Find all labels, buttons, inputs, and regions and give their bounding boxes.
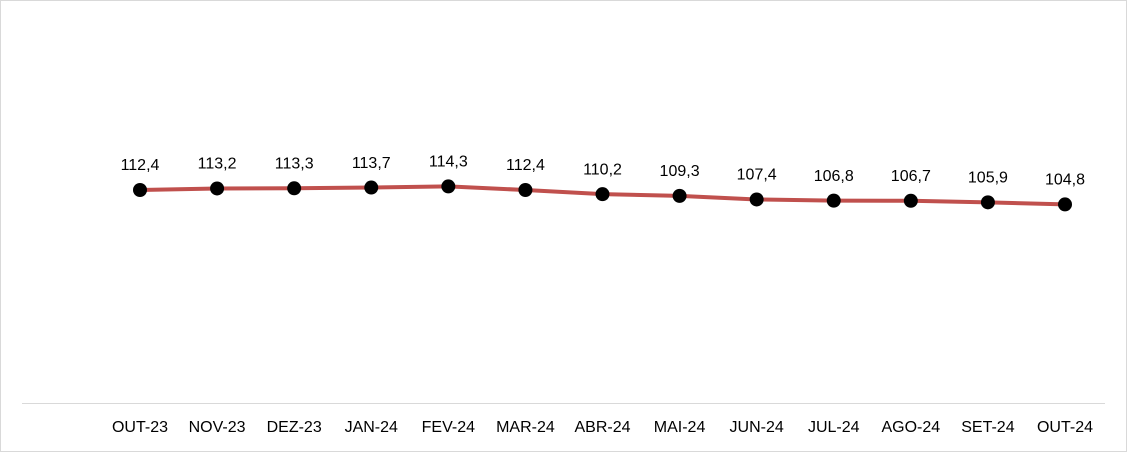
point-marker bbox=[1058, 197, 1072, 212]
point-marker bbox=[826, 193, 841, 208]
point-marker bbox=[980, 195, 995, 210]
point-marker bbox=[518, 183, 533, 198]
x-tick-label: AGO-24 bbox=[881, 419, 940, 436]
x-tick-label: ABR-24 bbox=[574, 419, 630, 436]
x-tick-label: NOV-23 bbox=[189, 419, 246, 436]
point-marker bbox=[672, 188, 687, 203]
point-marker bbox=[210, 181, 225, 196]
x-tick-label: MAR-24 bbox=[496, 419, 555, 436]
point-marker bbox=[287, 181, 302, 196]
x-tick-label: OUT-24 bbox=[1037, 419, 1093, 436]
data-label: 106,8 bbox=[814, 168, 854, 185]
x-tick-label: OUT-23 bbox=[112, 419, 168, 436]
data-label: 113,2 bbox=[198, 156, 237, 173]
x-tick-label: JUL-24 bbox=[808, 419, 860, 436]
x-tick-label: JAN-24 bbox=[345, 419, 398, 436]
data-label: 106,7 bbox=[891, 168, 931, 185]
data-label: 109,3 bbox=[660, 163, 700, 180]
x-tick-label: JUN-24 bbox=[730, 419, 784, 436]
point-marker bbox=[133, 183, 147, 198]
data-label: 107,4 bbox=[737, 167, 777, 184]
x-tick-label: MAI-24 bbox=[654, 419, 706, 436]
x-tick-label: SET-24 bbox=[961, 419, 1014, 436]
data-label: 110,2 bbox=[583, 161, 622, 178]
data-label: 112,4 bbox=[121, 157, 160, 174]
point-marker bbox=[364, 180, 379, 195]
x-tick-label: FEV-24 bbox=[422, 419, 475, 436]
data-label: 113,3 bbox=[275, 156, 314, 173]
point-marker bbox=[595, 187, 610, 202]
data-label: 104,8 bbox=[1045, 172, 1085, 189]
data-label: 105,9 bbox=[968, 170, 1008, 187]
x-tick-label: DEZ-23 bbox=[267, 419, 322, 436]
point-marker bbox=[903, 193, 918, 208]
data-label: 113,7 bbox=[352, 155, 391, 172]
point-marker bbox=[749, 192, 764, 207]
data-label: 112,4 bbox=[506, 157, 545, 174]
data-label: 114,3 bbox=[429, 154, 468, 171]
point-marker bbox=[441, 179, 456, 194]
